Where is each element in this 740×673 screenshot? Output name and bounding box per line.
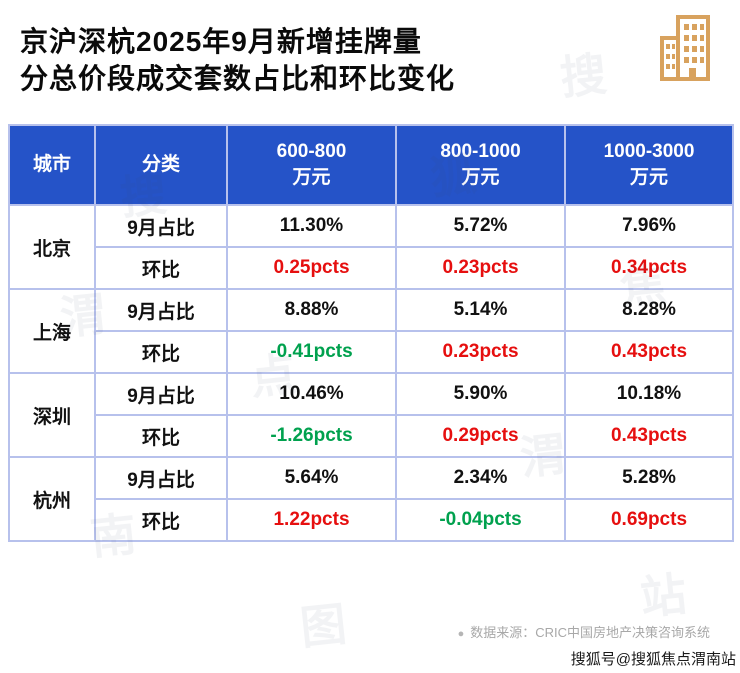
row-label-share: 9月占比	[94, 204, 228, 248]
city-cell-beijing: 北京	[8, 204, 96, 290]
city-cell-shanghai: 上海	[8, 288, 96, 374]
header-category-label: 分类	[141, 154, 180, 176]
share-value: 10.46%	[226, 372, 397, 416]
price-range: 800-1000	[440, 141, 521, 163]
share-value: 5.64%	[226, 456, 397, 500]
share-value: 2.34%	[395, 456, 566, 500]
city-cell-shenzhen: 深圳	[8, 372, 96, 458]
city-cell-hangzhou: 杭州	[8, 456, 96, 542]
table-row-shanghai-mom: 环比 -0.41pcts 0.23pcts 0.43pcts	[9, 330, 734, 374]
building-logo-icon	[656, 14, 714, 87]
row-label-share: 9月占比	[94, 456, 228, 500]
header-row: 城市 分类 600-800 万元 800-1000 万元 1000-3000 万…	[8, 124, 734, 206]
data-source: ● 数据来源：CRIC中国房地产决策咨询系统	[458, 622, 710, 641]
price-range: 600-800	[276, 141, 347, 163]
row-label-mom: 环比	[94, 330, 228, 374]
watermark-glyph: 站	[637, 567, 689, 625]
page-title: 京沪深杭2025年9月新增挂牌量 分总价段成交套数占比和环比变化	[20, 24, 455, 98]
share-value: 5.72%	[395, 204, 566, 248]
mom-value: 0.29pcts	[395, 414, 566, 458]
table-row-beijing-mom: 环比 0.25pcts 0.23pcts 0.34pcts	[9, 246, 734, 290]
table-row-beijing-share: 北京 9月占比 11.30% 5.72% 7.96%	[8, 204, 734, 290]
price-unit: 万元	[629, 167, 668, 188]
share-value: 5.28%	[564, 456, 734, 500]
header-category: 分类	[94, 124, 228, 206]
table-row-shanghai-share: 上海 9月占比 8.88% 5.14% 8.28%	[8, 288, 734, 374]
row-label-mom: 环比	[94, 246, 228, 290]
price-range: 1000-3000	[603, 141, 695, 163]
mom-value: -0.41pcts	[226, 330, 397, 374]
mom-value: 0.25pcts	[226, 246, 397, 290]
share-value: 8.28%	[564, 288, 734, 332]
data-source-text: 数据来源：CRIC中国房地产决策咨询系统	[470, 625, 710, 640]
share-value: 5.14%	[395, 288, 566, 332]
table-row-hangzhou-mom: 环比 1.22pcts -0.04pcts 0.69pcts	[9, 498, 734, 542]
table-row-shenzhen-share: 深圳 9月占比 10.46% 5.90% 10.18%	[8, 372, 734, 458]
row-label-share: 9月占比	[94, 372, 228, 416]
mom-value: 0.23pcts	[395, 246, 566, 290]
table-row-hangzhou-share: 杭州 9月占比 5.64% 2.34% 5.28%	[8, 456, 734, 542]
bullet-icon: ●	[457, 628, 465, 640]
header-city: 城市	[8, 124, 96, 206]
row-label-share: 9月占比	[94, 288, 228, 332]
share-value: 7.96%	[564, 204, 734, 248]
table-row-shenzhen-mom: 环比 -1.26pcts 0.29pcts 0.43pcts	[9, 414, 734, 458]
share-value: 10.18%	[564, 372, 734, 416]
row-label-mom: 环比	[94, 414, 228, 458]
mom-value: -1.26pcts	[226, 414, 397, 458]
mom-value: 1.22pcts	[226, 498, 397, 542]
share-value: 11.30%	[226, 204, 397, 248]
title-line-1: 京沪深杭2025年9月新增挂牌量	[20, 26, 422, 57]
price-unit: 万元	[461, 167, 500, 188]
header-price-600-800: 600-800 万元	[226, 124, 397, 206]
mom-value: 0.34pcts	[564, 246, 734, 290]
price-unit: 万元	[292, 167, 331, 188]
mom-value: 0.43pcts	[564, 330, 734, 374]
header-city-label: 城市	[32, 154, 71, 176]
share-value: 8.88%	[226, 288, 397, 332]
mom-value: 0.23pcts	[395, 330, 566, 374]
mom-value: 0.69pcts	[564, 498, 734, 542]
mom-value: -0.04pcts	[395, 498, 566, 542]
watermark-glyph: 搜	[557, 47, 609, 105]
header-price-800-1000: 800-1000 万元	[395, 124, 566, 206]
watermark-glyph: 图	[297, 597, 349, 655]
title-line-2: 分总价段成交套数占比和环比变化	[20, 62, 456, 94]
price-segment-table: 城市 分类 600-800 万元 800-1000 万元 1000-3000 万…	[8, 124, 734, 542]
share-value: 5.90%	[395, 372, 566, 416]
mom-value: 0.43pcts	[564, 414, 734, 458]
byline: 搜狐号@搜狐焦点渭南站	[570, 651, 736, 668]
row-label-mom: 环比	[94, 498, 228, 542]
header-price-1000-3000: 1000-3000 万元	[564, 124, 734, 206]
